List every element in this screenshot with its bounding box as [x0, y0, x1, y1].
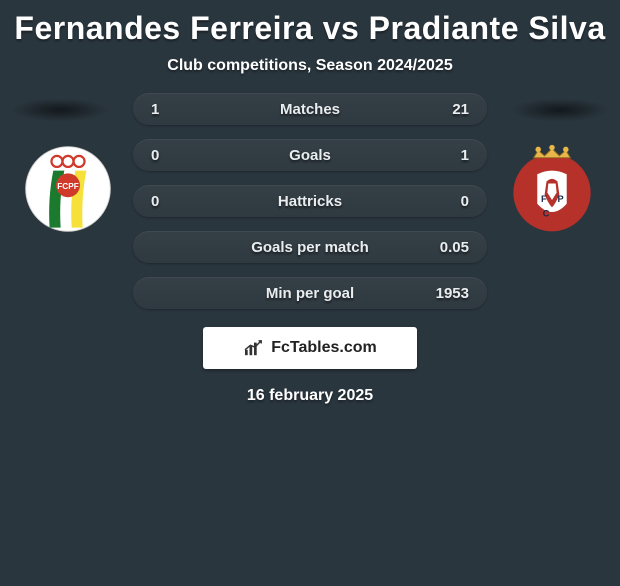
- svg-text:F: F: [541, 194, 547, 204]
- attribution-text: FcTables.com: [271, 339, 377, 357]
- page-title: Fernandes Ferreira vs Pradiante Silva: [0, 10, 620, 47]
- stat-right-value: 0.05: [440, 239, 469, 256]
- stat-label: Hattricks: [133, 193, 487, 210]
- stat-label: Goals per match: [133, 239, 487, 256]
- stat-row: 1 Matches 21: [133, 93, 487, 125]
- svg-text:C: C: [543, 209, 550, 219]
- crest-shadow-right: [510, 98, 610, 122]
- stat-left-value: 0: [151, 147, 159, 164]
- date-label: 16 february 2025: [0, 387, 620, 405]
- player-crest-right: F C P: [506, 143, 598, 235]
- svg-text:FCPF: FCPF: [57, 182, 79, 191]
- stat-label: Min per goal: [133, 285, 487, 302]
- svg-text:P: P: [558, 194, 564, 204]
- crest-left-icon: FCPF: [22, 143, 114, 235]
- stat-row: 0 Hattricks 0: [133, 185, 487, 217]
- crest-right-icon: F C P: [506, 143, 598, 235]
- stat-row: Min per goal 1953: [133, 277, 487, 309]
- stat-left-value: 0: [151, 193, 159, 210]
- stat-right-value: 1: [461, 147, 469, 164]
- stat-label: Goals: [133, 147, 487, 164]
- crest-shadow-left: [10, 98, 110, 122]
- stat-right-value: 21: [452, 101, 469, 118]
- comparison-card: Fernandes Ferreira vs Pradiante Silva Cl…: [0, 0, 620, 586]
- chart-icon: [243, 339, 265, 357]
- stat-label: Matches: [133, 101, 487, 118]
- stat-left-value: 1: [151, 101, 159, 118]
- stat-row: Goals per match 0.05: [133, 231, 487, 263]
- stat-right-value: 0: [461, 193, 469, 210]
- stat-right-value: 1953: [436, 285, 469, 302]
- stats-rows: 1 Matches 21 0 Goals 1 0 Hattricks 0 Goa…: [133, 93, 487, 309]
- stage: FCPF F C P 1 Matches 21: [0, 93, 620, 405]
- attribution-badge[interactable]: FcTables.com: [203, 327, 417, 369]
- player-crest-left: FCPF: [22, 143, 114, 235]
- subtitle: Club competitions, Season 2024/2025: [0, 57, 620, 75]
- stat-row: 0 Goals 1: [133, 139, 487, 171]
